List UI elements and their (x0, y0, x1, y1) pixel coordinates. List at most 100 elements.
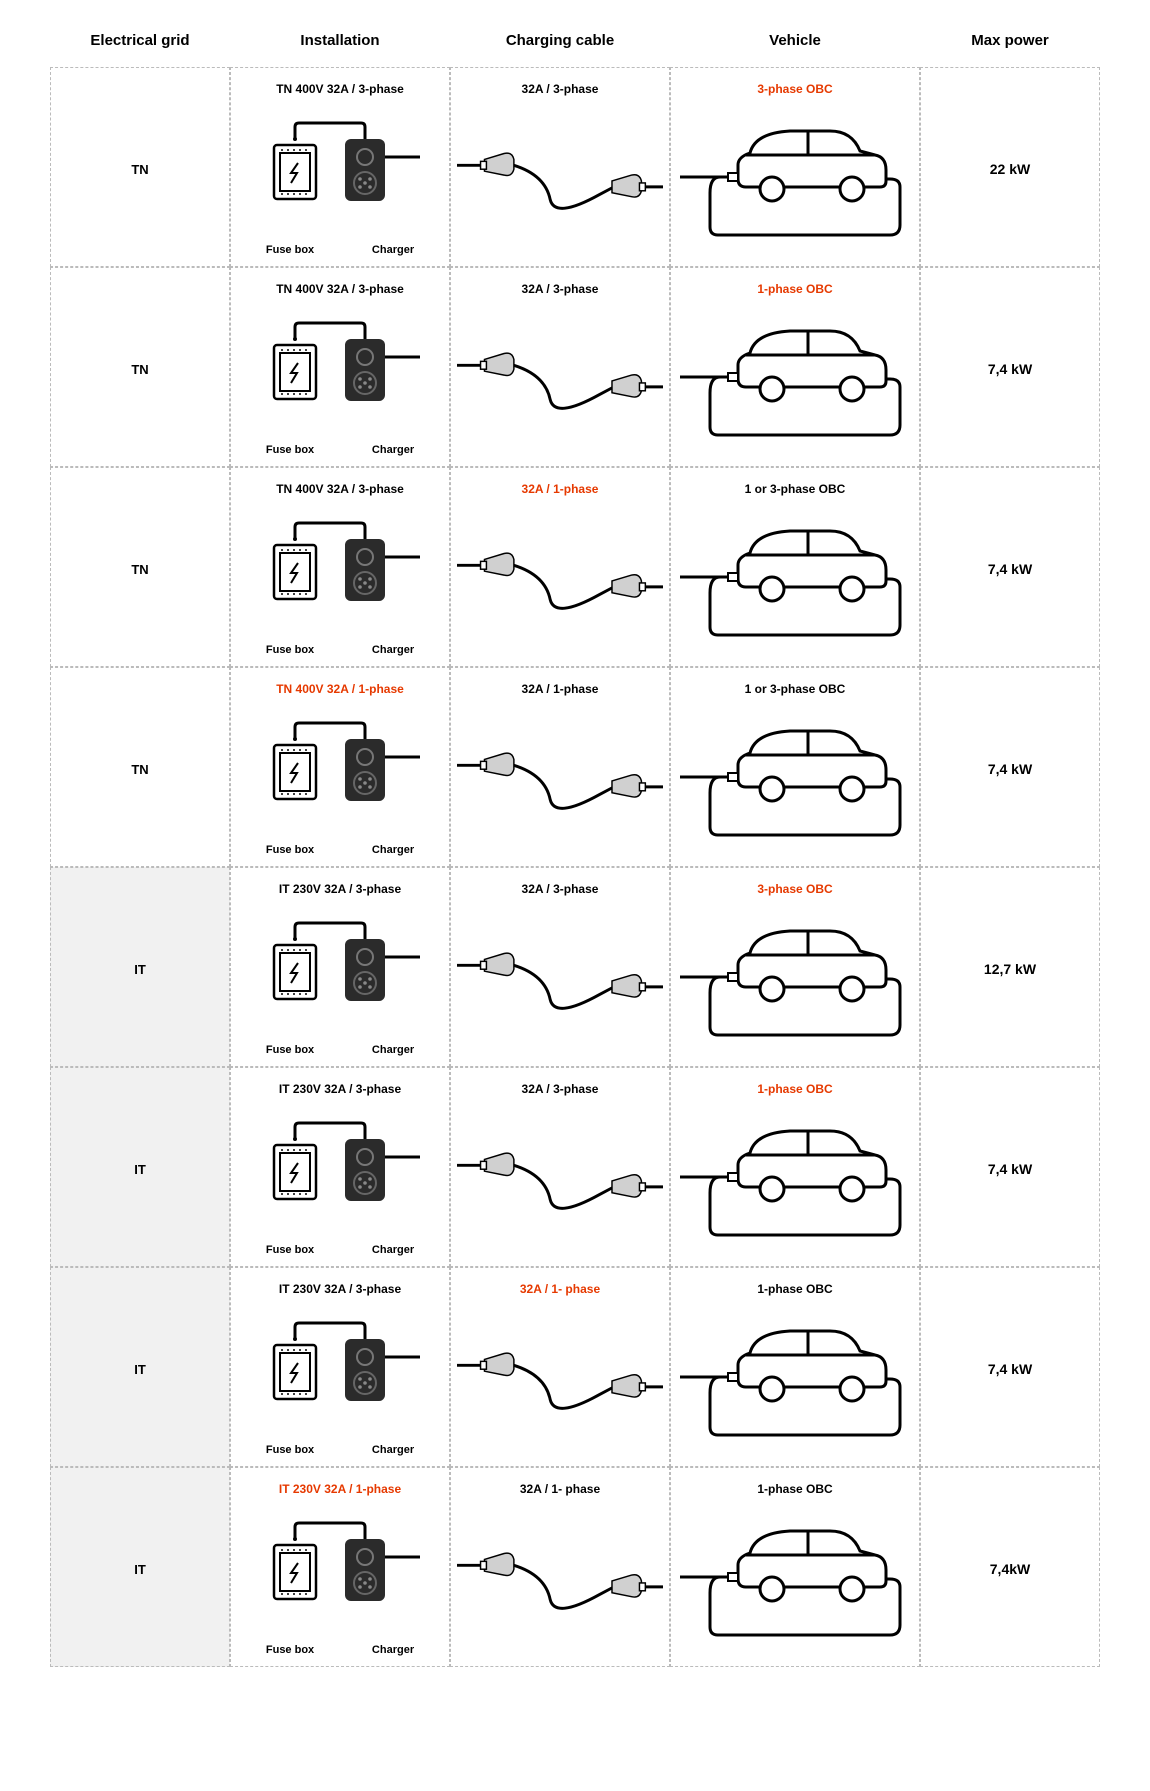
charger-label: Charger (372, 644, 414, 656)
cable-cell: 32A / 3-phase (450, 267, 670, 467)
cable-label: 32A / 1-phase (522, 682, 599, 696)
cable-cell: 32A / 3-phase (450, 867, 670, 1067)
vehicle-icon (677, 1504, 913, 1656)
cable-label: 32A / 3-phase (522, 82, 599, 96)
installation-label: IT 230V 32A / 1-phase (279, 1482, 401, 1496)
installation-label: IT 230V 32A / 3-phase (279, 882, 401, 896)
charger-label: Charger (372, 1444, 414, 1456)
cable-cell: 32A / 1- phase (450, 1467, 670, 1667)
header-installation: Installation (230, 20, 450, 67)
installation-icon (237, 904, 443, 1040)
installation-sublabels: Fuse boxCharger (237, 644, 443, 656)
vehicle-cell: 1 or 3-phase OBC (670, 467, 920, 667)
power-value: 22 kW (990, 161, 1030, 177)
header-power: Max power (920, 20, 1100, 67)
grid-cell: TN (50, 67, 230, 267)
grid-name: TN (131, 762, 148, 777)
grid-cell: TN (50, 267, 230, 467)
grid-cell: IT (50, 1467, 230, 1667)
installation-sublabels: Fuse box Charger (237, 1244, 443, 1256)
grid-cell: TN (50, 467, 230, 667)
installation-cell: IT 230V 32A / 3-phase Fuse box Charger (230, 1267, 450, 1467)
cable-icon (457, 1104, 663, 1256)
vehicle-cell: 1-phase OBC (670, 1467, 920, 1667)
charger-label: Charger (372, 1044, 414, 1056)
cable-cell: 32A / 1-phase (450, 667, 670, 867)
power-cell: 7,4 kW (920, 1067, 1100, 1267)
vehicle-label: 3-phase OBC (757, 82, 832, 96)
power-value: 7,4 kW (988, 561, 1032, 577)
installation-icon (237, 704, 443, 840)
installation-label: IT 230V 32A / 3-phase (279, 1282, 401, 1296)
installation-icon (237, 1504, 443, 1640)
charger-label: Charger (372, 244, 414, 256)
vehicle-icon (677, 104, 913, 256)
grid-name: TN (131, 162, 148, 177)
installation-cell: IT 230V 32A / 3-phase Fuse boxCharger (230, 1067, 450, 1267)
cable-label: 32A / 1-phase (522, 482, 599, 496)
vehicle-label: 3-phase OBC (757, 882, 832, 896)
installation-icon (237, 504, 443, 640)
fusebox-label: Fuse box (266, 1244, 314, 1256)
power-cell: 7,4 kW (920, 667, 1100, 867)
vehicle-icon (677, 904, 913, 1056)
fusebox-label: Fuse box (266, 1644, 314, 1656)
installation-sublabels: Fuse box Charger (237, 844, 443, 856)
installation-label: TN 400V 32A / 3-phase (276, 482, 404, 496)
charger-label: Charger (372, 1244, 414, 1256)
cable-label: 32A / 3-phase (522, 282, 599, 296)
fusebox-label: Fuse box (266, 444, 314, 456)
power-cell: 12,7 kW (920, 867, 1100, 1067)
vehicle-cell: 1 or 3-phase OBC (670, 667, 920, 867)
vehicle-label: 1-phase OBC (757, 1282, 832, 1296)
installation-sublabels: Fuse boxCharger (237, 444, 443, 456)
vehicle-label: 1-phase OBC (757, 1482, 832, 1496)
charger-label: Charger (372, 1644, 414, 1656)
vehicle-icon (677, 704, 913, 856)
power-cell: 7,4 kW (920, 1267, 1100, 1467)
cable-cell: 32A / 1- phase (450, 1267, 670, 1467)
installation-sublabels: Fuse box Charger (237, 244, 443, 256)
vehicle-cell: 3-phase OBC (670, 67, 920, 267)
power-cell: 22 kW (920, 67, 1100, 267)
vehicle-cell: 1-phase OBC (670, 1067, 920, 1267)
cable-icon (457, 1504, 663, 1656)
power-value: 7,4 kW (988, 1161, 1032, 1177)
charger-label: Charger (372, 844, 414, 856)
vehicle-cell: 1-phase OBC (670, 267, 920, 467)
grid-cell: IT (50, 1067, 230, 1267)
power-cell: 7,4kW (920, 1467, 1100, 1667)
vehicle-label: 1-phase OBC (757, 282, 832, 296)
fusebox-label: Fuse box (266, 244, 314, 256)
cable-cell: 32A / 3-phase (450, 67, 670, 267)
grid-cell: TN (50, 667, 230, 867)
power-cell: 7,4 kW (920, 267, 1100, 467)
cable-cell: 32A / 1-phase (450, 467, 670, 667)
cable-label: 32A / 3-phase (522, 882, 599, 896)
installation-cell: TN 400V 32A / 3-phase Fuse boxCharger (230, 267, 450, 467)
fusebox-label: Fuse box (266, 1044, 314, 1056)
installation-cell: TN 400V 32A / 1-phase Fuse boxCharger (230, 667, 450, 867)
fusebox-label: Fuse box (266, 844, 314, 856)
cable-icon (457, 1304, 663, 1456)
charging-table: Electrical gridInstallationCharging cabl… (50, 20, 1100, 1667)
power-cell: 7,4 kW (920, 467, 1100, 667)
grid-name: TN (131, 562, 148, 577)
vehicle-cell: 1-phase OBC (670, 1267, 920, 1467)
power-value: 7,4 kW (988, 1361, 1032, 1377)
vehicle-cell: 3-phase OBC (670, 867, 920, 1067)
cable-icon (457, 104, 663, 256)
installation-label: TN 400V 32A / 3-phase (276, 82, 404, 96)
installation-cell: IT 230V 32A / 3-phase Fuse box Charger (230, 867, 450, 1067)
installation-icon (237, 1304, 443, 1440)
vehicle-icon (677, 1304, 913, 1456)
cable-icon (457, 504, 663, 656)
fusebox-label: Fuse box (266, 1444, 314, 1456)
vehicle-icon (677, 504, 913, 656)
installation-icon (237, 304, 443, 440)
vehicle-label: 1-phase OBC (757, 1082, 832, 1096)
cable-label: 32A / 1- phase (520, 1482, 600, 1496)
cable-icon (457, 704, 663, 856)
power-value: 12,7 kW (984, 961, 1036, 977)
installation-cell: IT 230V 32A / 1-phase Fuse box Charger (230, 1467, 450, 1667)
